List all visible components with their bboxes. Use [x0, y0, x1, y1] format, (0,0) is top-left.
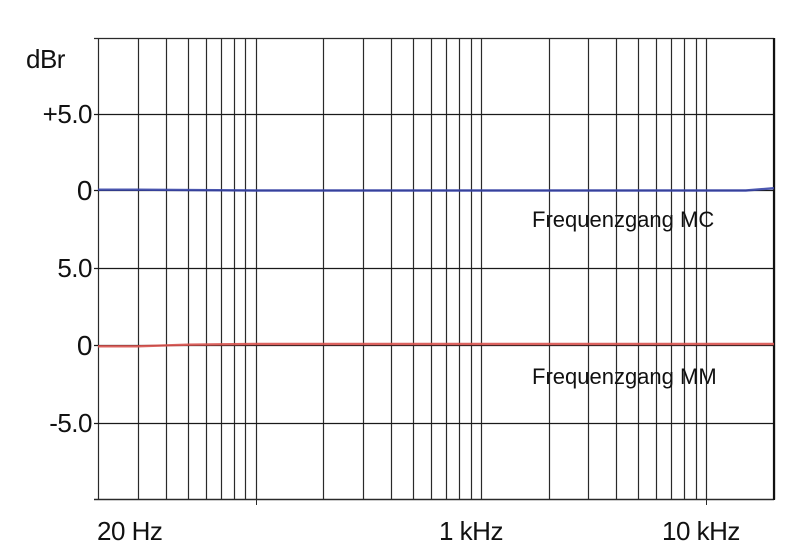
annotation-frequenzgang-mc: Frequenzgang MC	[532, 207, 715, 232]
y-tick-5: 5.0	[57, 253, 92, 283]
y-tick-minus5: -5.0	[49, 408, 92, 438]
frequenzgang-mm-curve	[98, 342, 774, 348]
y-tick-plus5: +5.0	[42, 99, 93, 129]
frequenzgang-mc-curve	[98, 187, 775, 192]
x-tick-20hz: 20 Hz	[97, 516, 163, 546]
grid-lines	[94, 37, 776, 505]
annotation-frequenzgang-mm: Frequenzgang MM	[532, 364, 717, 389]
y-tick-zero-mc: 0	[76, 175, 93, 206]
x-tick-10khz: 10 kHz	[662, 516, 740, 546]
x-tick-1khz: 1 kHz	[439, 516, 503, 546]
y-tick-zero-mm: 0	[76, 330, 93, 361]
y-axis-unit-label: dBr	[26, 44, 65, 74]
curves	[98, 187, 775, 348]
